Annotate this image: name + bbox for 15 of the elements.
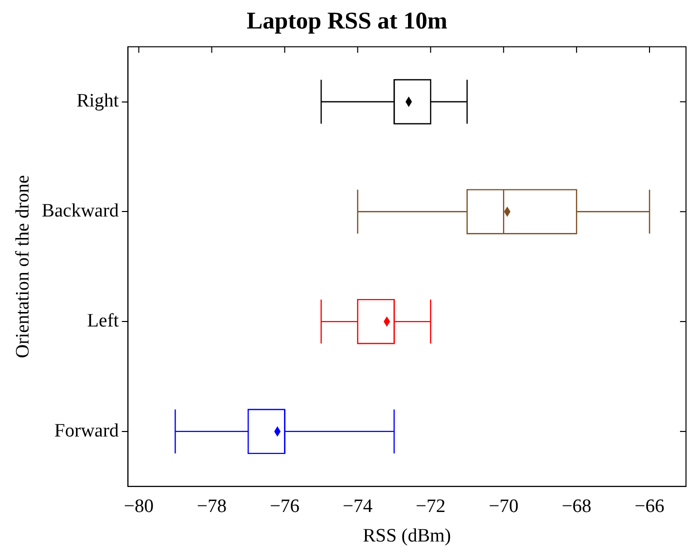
x-axis-title: RSS (dBm) [362,526,451,547]
chart-title: Laptop RSS at 10m [246,8,448,35]
x-tick-label: −80 [124,496,154,517]
x-tick-label: −78 [196,496,227,517]
y-axis-title: Orientation of the drone [12,175,34,358]
x-tick-label: −72 [416,496,446,517]
x-tick-label: −70 [488,496,518,517]
y-tick-label: Backward [42,200,120,222]
x-tick-label: −74 [342,496,374,517]
x-tick-label: −68 [562,496,592,517]
y-tick-label: Right [76,90,120,112]
x-tick-label: −66 [634,496,664,517]
y-tick-label: Forward [54,420,120,442]
y-tick-label: Left [87,310,120,332]
x-tick-label: −76 [270,496,300,517]
